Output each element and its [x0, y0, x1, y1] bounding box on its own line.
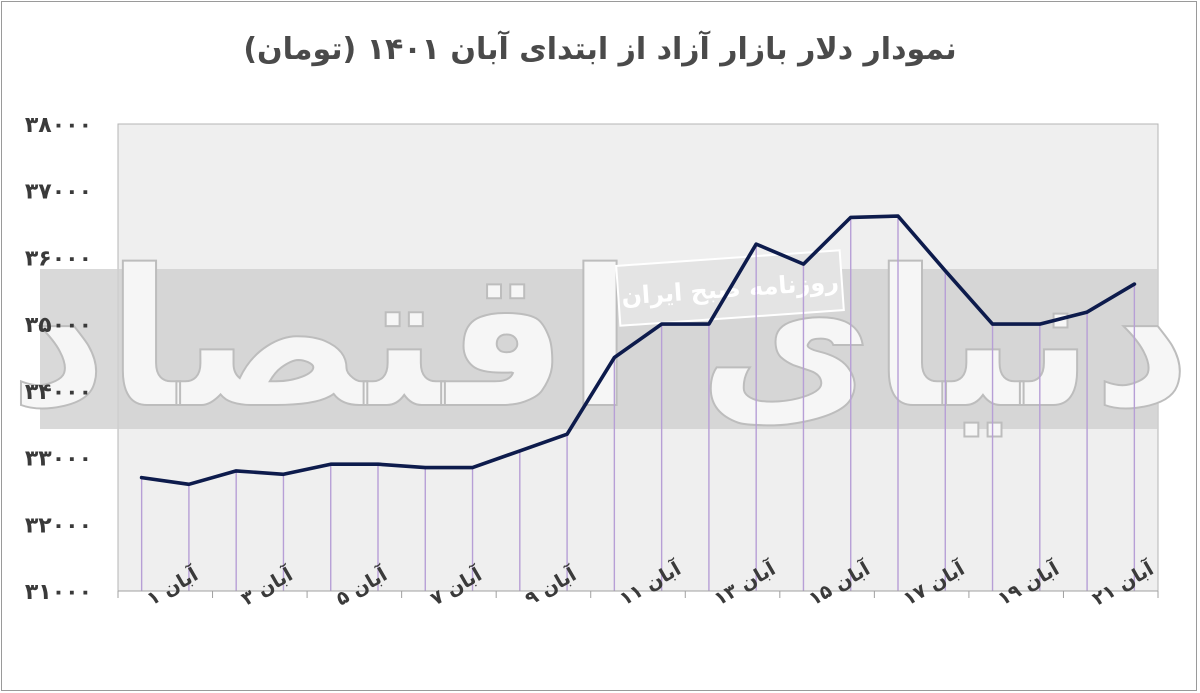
- y-tick-label: ۳۲۰۰۰: [25, 513, 92, 538]
- x-axis: [117, 590, 1159, 598]
- y-tick-label: ۳۴۰۰۰: [25, 380, 92, 405]
- watermark-band: [40, 269, 1158, 429]
- chart-title: نمودار دلار بازار آزاد از ابتدای آبان ۱۴…: [243, 32, 957, 67]
- drop-lines: [140, 216, 1136, 591]
- series-line: [139, 214, 1137, 487]
- y-tick-label: ۳۱۰۰۰: [25, 580, 92, 605]
- y-tick-label: ۳۳۰۰۰: [25, 447, 92, 472]
- y-tick-label: ۳۷۰۰۰: [25, 180, 92, 205]
- y-tick-label: ۳۸۰۰۰: [25, 113, 92, 138]
- watermark-logo: دنیای اقتصاد: [9, 229, 1190, 450]
- y-tick-label: ۳۵۰۰۰: [25, 313, 92, 338]
- y-tick-label: ۳۶۰۰۰: [25, 246, 92, 271]
- y-axis: ۳۱۰۰۰ ۳۲۰۰۰ ۳۳۰۰۰ ۳۴۰۰۰ ۳۵۰۰۰ ۳۶۰۰۰ ۳۷۰۰۰ ۳۸۰۰۰: [25, 113, 92, 605]
